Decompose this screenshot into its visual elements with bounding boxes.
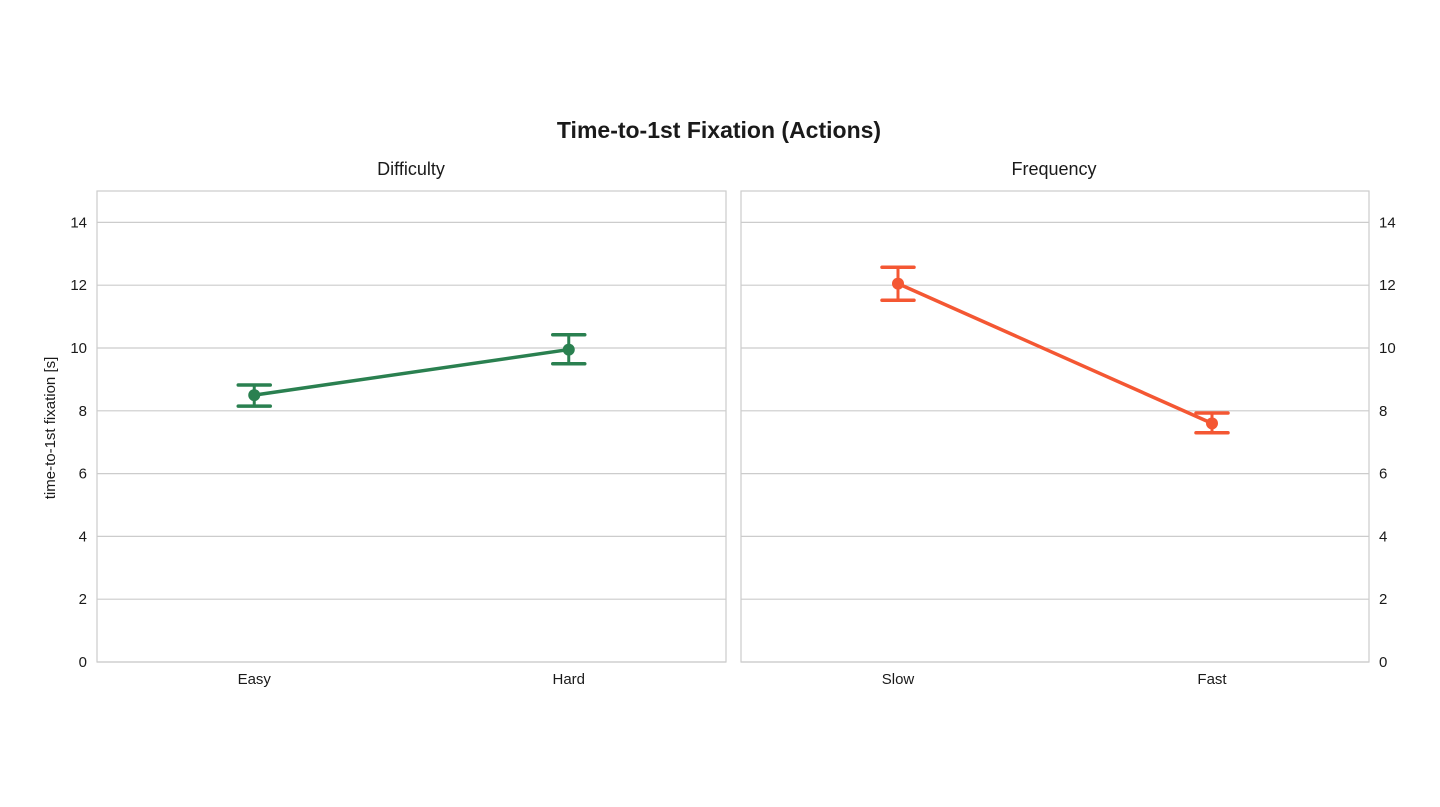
series-frequency (880, 265, 1230, 435)
y-tick-label: 8 (1379, 403, 1387, 420)
panel-difficulty: Difficulty 0 2 4 6 8 10 12 14 Easy Hard time-to-… (42, 159, 727, 688)
series-line (896, 281, 1214, 426)
y-tick-label: 12 (70, 277, 87, 294)
gridlines-frequency (741, 221, 1369, 663)
y-tick-label: 6 (79, 466, 87, 483)
plot-frame-difficulty (96, 190, 727, 663)
panel-title-frequency: Frequency (1011, 159, 1096, 179)
panel-frequency: Frequency 0 2 4 6 8 10 12 14 Slow Fast (740, 159, 1396, 688)
y-ticks-difficulty: 0 2 4 6 8 10 12 14 (70, 214, 87, 671)
y-tick-label: 14 (1379, 214, 1396, 231)
y-tick-label: 0 (1379, 654, 1387, 671)
x-tick-label: Hard (552, 671, 585, 688)
series-line (252, 347, 571, 397)
gridlines-difficulty (97, 221, 726, 663)
data-point (892, 277, 904, 290)
x-tick-label: Fast (1197, 671, 1227, 688)
y-axis-label: time-to-1st fixation [s] (42, 357, 59, 500)
y-tick-label: 2 (79, 591, 87, 608)
data-point (1206, 417, 1218, 430)
y-tick-label: 4 (1379, 528, 1387, 545)
y-tick-label: 2 (1379, 591, 1387, 608)
y-tick-label: 14 (70, 214, 87, 231)
figure-title: Time-to-1st Fixation (Actions) (557, 117, 881, 143)
x-ticks-difficulty: Easy Hard (238, 671, 585, 688)
x-ticks-frequency: Slow Fast (882, 671, 1228, 688)
y-tick-label: 8 (79, 403, 87, 420)
series-difficulty (236, 333, 587, 408)
y-tick-label: 0 (79, 654, 87, 671)
plot-frame-frequency (740, 190, 1370, 663)
x-tick-label: Slow (882, 671, 915, 688)
y-tick-label: 10 (1379, 340, 1396, 357)
panel-title-difficulty: Difficulty (377, 159, 445, 179)
x-tick-label: Easy (238, 671, 272, 688)
y-tick-label: 10 (70, 340, 87, 357)
y-ticks-frequency: 0 2 4 6 8 10 12 14 (1379, 214, 1396, 671)
y-tick-label: 4 (79, 528, 87, 545)
data-point (562, 343, 575, 356)
y-tick-label: 12 (1379, 277, 1396, 294)
y-tick-label: 6 (1379, 466, 1387, 483)
data-point (248, 389, 261, 402)
